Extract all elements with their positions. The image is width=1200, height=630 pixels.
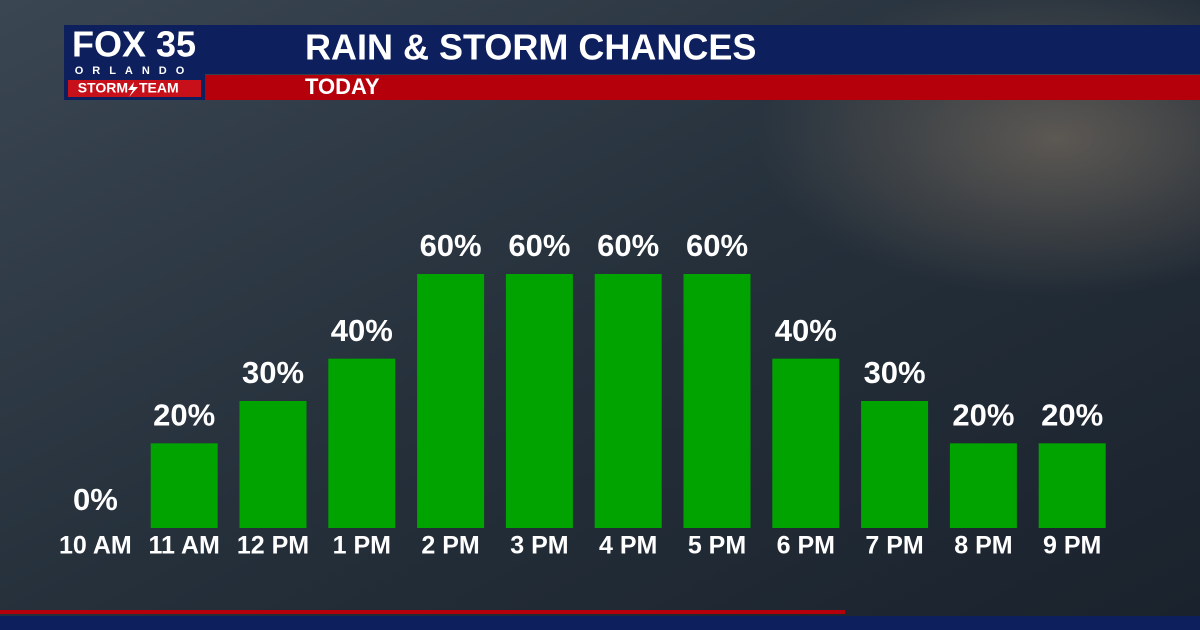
x-tick-label: 4 PM (599, 532, 657, 560)
logo-team: TEAM (139, 80, 179, 96)
bar (683, 274, 751, 528)
title-band (205, 25, 1200, 74)
bottom-stripe (0, 610, 845, 614)
logo-name: FOX 35 (72, 24, 196, 65)
value-label: 60% (597, 228, 659, 263)
value-label: 40% (775, 313, 837, 348)
logo-team: STORM (78, 80, 128, 96)
bar (949, 443, 1017, 528)
subtitle-band (205, 75, 1200, 100)
bar (417, 274, 485, 528)
x-tick-label: 1 PM (333, 532, 391, 560)
value-label: 30% (864, 355, 926, 390)
value-label: 30% (242, 355, 304, 390)
value-label: 40% (331, 313, 393, 348)
logo-city: ORLANDO (75, 65, 194, 77)
x-tick-label: 2 PM (421, 532, 479, 560)
logo-bolt (128, 82, 138, 97)
chart-subtitle: TODAY (305, 74, 380, 99)
x-tick-label: 6 PM (777, 532, 835, 560)
x-tick-label: 12 PM (237, 532, 309, 560)
value-label: 60% (686, 228, 748, 263)
x-tick-label: 10 AM (59, 532, 132, 560)
chart-title: RAIN & STORM CHANCES (305, 27, 756, 68)
x-tick-label: 9 PM (1043, 532, 1101, 560)
x-tick-label: 7 PM (865, 532, 923, 560)
value-label: 20% (952, 398, 1014, 433)
x-tick-label: 11 AM (149, 532, 220, 560)
bottom-band (0, 616, 1200, 630)
bar (861, 401, 929, 528)
value-label: 20% (153, 398, 215, 433)
bar (328, 358, 396, 528)
x-tick-label: 5 PM (688, 532, 746, 560)
value-label: 0% (73, 482, 118, 517)
x-tick-label: 8 PM (954, 532, 1012, 560)
bar (594, 274, 662, 528)
bar (239, 401, 307, 528)
value-label: 20% (1041, 398, 1103, 433)
value-label: 60% (420, 228, 482, 263)
bar (772, 358, 840, 528)
bar (1038, 443, 1106, 528)
x-tick-label: 3 PM (510, 532, 568, 560)
bar (505, 274, 573, 528)
bar (150, 443, 218, 528)
value-label: 60% (508, 228, 570, 263)
